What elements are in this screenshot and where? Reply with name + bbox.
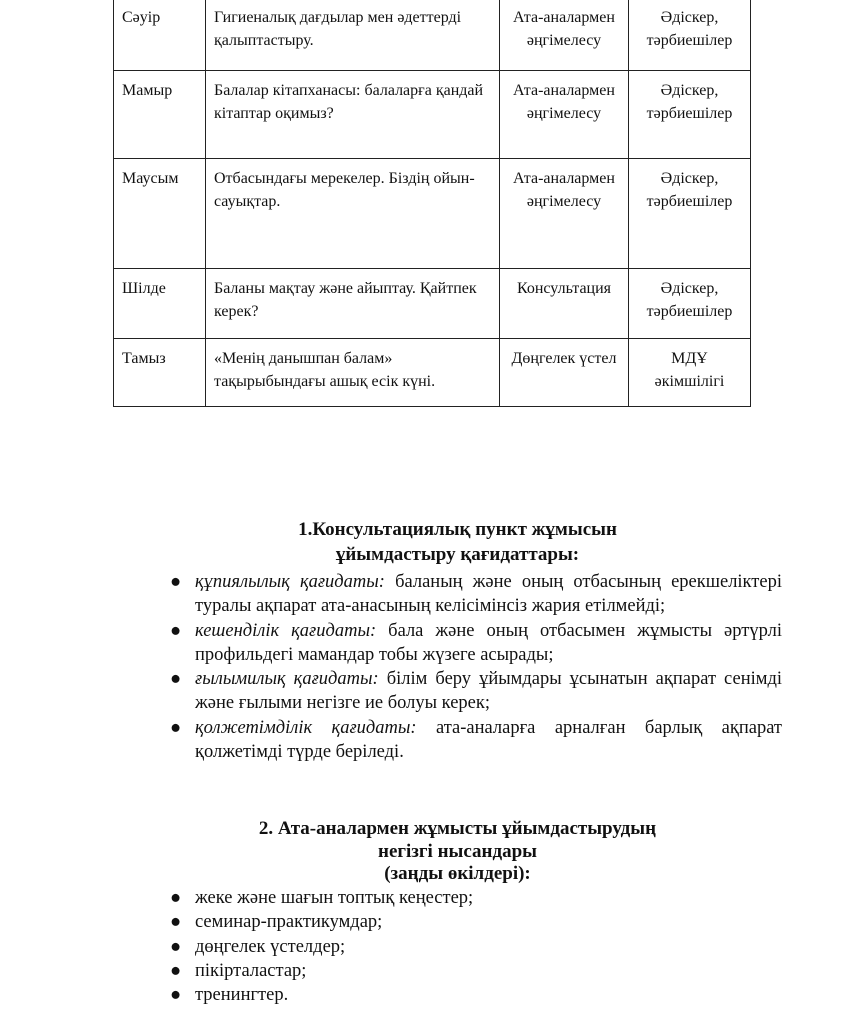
form-text: дөңгелек үстелдер; [195,936,346,957]
bullet-icon: ● [170,620,182,641]
bullet-icon: ● [170,888,182,908]
month-cell: Шілде [113,267,206,339]
form-text: семинар-практикумдар; [195,912,383,933]
table-row: Тамыз «Менің данышпан балам» тақырыбындағ… [113,337,751,407]
bullet-icon: ● [170,936,182,957]
table-row: Шілде Баланы мақтау және айыптау. Қайтпек… [113,267,751,339]
principle-term: қолжетімділік қағидаты: [195,717,417,738]
form-text: жеке және шағын топтық кеңестер; [195,888,474,908]
list-item: ● жеке және шағын топтық кеңестер; [170,886,782,910]
section2-title-line3: (заңды өкілдері): [384,863,531,884]
form-cell: Консультация [499,267,629,339]
form-text: тренингтер. [195,985,289,1006]
bullet-icon: ● [170,669,182,690]
month-cell: Сәуір [113,0,206,71]
section2-title-line1: 2. Ата-аналармен жұмысты ұйымдастырудың [258,818,657,839]
list-item: ● семинар-практикумдар; [170,910,782,934]
list-item: ● қолжетімділік қағидаты: ата-аналарға ар… [170,716,782,765]
responsible-cell: Әдіскер, тәрбиешілер [628,0,751,71]
principle-term: құпиялылық қағидаты: [195,572,385,592]
forms-list: ● жеке және шағын топтық кеңестер; ● семина… [170,886,782,1007]
bullet-icon: ● [170,717,182,738]
month-cell: Маусым [113,157,206,269]
topic-cell: Баланы мақтау және айыптау. Қайтпек кере… [205,267,500,339]
principle-text: ата-аналарға арналған барлық ақпарат қол… [195,717,783,763]
topic-cell: «Менің данышпан балам» тақырыбындағы ашы… [205,337,500,407]
schedule-table: Сәуір Гигиеналық дағдылар мен әдеттерді қ… [113,0,751,407]
month-cell: Тамыз [113,337,206,407]
topic-cell: Отбасындағы мерекелер. Біздің ойын-сауық… [205,157,500,269]
section2-title-line2: негізгі нысандары [378,841,537,862]
list-item: ● кешенділік қағидаты: бала және оның отб… [170,619,782,668]
bullet-icon: ● [170,912,182,933]
responsible-cell: Әдіскер, тәрбиешілер [628,267,751,339]
section1-title-line2: ұйымдастыру қағидаттары: [335,544,580,565]
responsible-cell: МДҰ әкімшілігі [628,337,751,407]
table-row: Мамыр Балалар кітапханасы: балаларға қанд… [113,69,751,159]
topic-cell: Балалар кітапханасы: балаларға қандай кі… [205,69,500,159]
bullet-icon: ● [170,960,182,981]
form-text: пікірталастар; [195,960,307,981]
bullet-icon: ● [170,985,182,1006]
principle-text: білім беру ұйымдары ұсынатын ақпарат сен… [195,669,783,714]
principles-list: ● құпиялылық қағидаты: баланың және оның … [170,570,782,764]
form-cell: Ата-аналармен әңгімелесу [499,0,629,71]
list-item: ● пікірталастар; [170,959,782,983]
list-item: ● тренингтер. [170,983,782,1007]
principle-text: баланың және оның отбасының ерекшеліктер… [195,572,782,617]
bullet-icon: ● [170,572,182,592]
form-cell: Дөңгелек үстел [499,337,629,407]
topic-cell: Гигиеналық дағдылар мен әдеттерді қалыпт… [205,0,500,71]
responsible-cell: Әдіскер, тәрбиешілер [628,69,751,159]
principle-term: ғылымилық қағидаты: [195,669,379,690]
month-cell: Мамыр [113,69,206,159]
table-row: Сәуір Гигиеналық дағдылар мен әдеттерді қ… [113,0,751,71]
list-item: ● құпиялылық қағидаты: баланың және оның … [170,570,782,619]
list-item: ● ғылымилық қағидаты: білім беру ұйымдары… [170,667,782,716]
section1-title-line1: 1.Консультациялық пункт жұмысын [298,519,617,540]
form-cell: Ата-аналармен әңгімелесу [499,69,629,159]
principle-term: кешенділік қағидаты: [195,620,377,641]
list-item: ● дөңгелек үстелдер; [170,935,782,959]
principle-text: бала және оның отбасымен жұмысты әртүрлі… [195,620,782,665]
responsible-cell: Әдіскер, тәрбиешілер [628,157,751,269]
form-cell: Ата-аналармен әңгімелесу [499,157,629,269]
table-row: Маусым Отбасындағы мерекелер. Біздің ойын… [113,157,751,269]
